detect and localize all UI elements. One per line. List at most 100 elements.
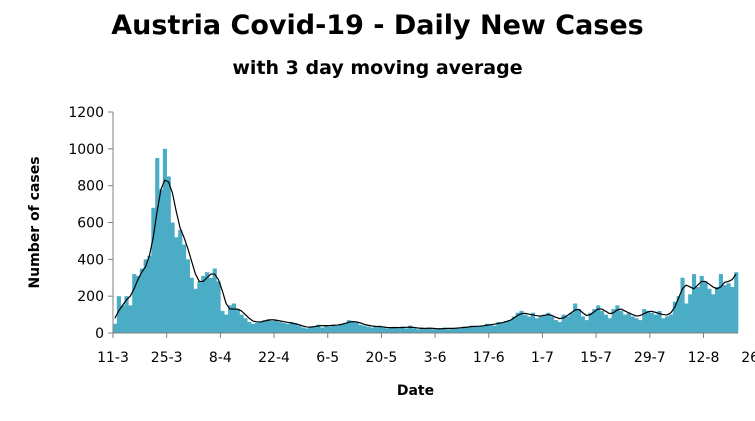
bar (442, 327, 447, 333)
bar (553, 320, 559, 333)
bar (527, 316, 532, 333)
bar (684, 303, 689, 333)
bar (285, 323, 290, 333)
bar (323, 325, 329, 333)
bar (235, 309, 240, 333)
bar (346, 320, 352, 333)
bar (688, 294, 693, 333)
bar (139, 268, 144, 333)
bar (496, 321, 501, 333)
chart-subtitle: with 3 day moving average (232, 57, 523, 79)
x-tick-label: 22-4 (258, 350, 290, 366)
bar (718, 274, 723, 333)
bar (557, 321, 562, 333)
bar (707, 288, 712, 333)
bar (350, 321, 355, 333)
x-tick-labels: 11-3 25-3 8-4 22-4 6-5 20-5 3-6 17-6 1-7 15-7 29-7… (97, 350, 755, 366)
bar (362, 325, 367, 333)
bar (680, 277, 685, 333)
bar (389, 327, 394, 333)
bar (626, 312, 631, 333)
bar (415, 329, 421, 333)
bar (366, 326, 371, 333)
bar (703, 281, 708, 333)
bar (297, 325, 302, 333)
bar (408, 325, 413, 333)
bar (584, 320, 589, 333)
bar (561, 314, 566, 333)
bar (170, 222, 175, 333)
bar (270, 321, 275, 333)
bar (580, 316, 585, 333)
bar (254, 322, 259, 333)
bar (136, 275, 141, 333)
bar (178, 229, 183, 333)
bar (619, 310, 624, 333)
bar (726, 283, 731, 333)
bar (251, 323, 256, 333)
x-tick-label: 26-8 (741, 350, 755, 366)
bar (300, 327, 306, 333)
bar (465, 327, 470, 333)
bar (124, 296, 129, 333)
bar (231, 303, 236, 333)
bar (630, 316, 635, 333)
bar (611, 309, 616, 333)
bar (695, 286, 700, 333)
x-tick-label: 29-7 (634, 350, 666, 366)
bar (404, 328, 409, 333)
bar (369, 327, 375, 333)
bar (373, 326, 378, 333)
bar (316, 324, 321, 333)
bar (569, 312, 574, 333)
bar (427, 327, 432, 333)
x-tick-label: 20-5 (366, 350, 398, 366)
bar (162, 148, 167, 333)
bar (185, 259, 190, 333)
bar (461, 326, 467, 333)
bar (228, 305, 233, 334)
bar (722, 285, 727, 333)
bar (546, 312, 551, 333)
bar (642, 309, 647, 333)
bar (327, 326, 332, 333)
bar (484, 323, 490, 333)
bar (615, 305, 620, 334)
bar (653, 314, 658, 333)
bar (281, 322, 286, 333)
bar (446, 329, 451, 333)
bar (458, 328, 463, 333)
bar (412, 328, 417, 333)
y-tick-label: 600 (77, 216, 104, 232)
bar (668, 314, 674, 333)
bar (530, 312, 536, 333)
bar (431, 329, 436, 333)
x-tick-label: 11-3 (97, 350, 129, 366)
x-tick-label: 15-7 (580, 350, 612, 366)
bar (189, 277, 194, 333)
bar (274, 320, 279, 333)
bar (358, 324, 363, 333)
bar (224, 314, 229, 333)
bar (734, 272, 739, 333)
bar (588, 312, 593, 333)
bar (243, 318, 248, 333)
bar (423, 328, 428, 333)
bar (519, 310, 524, 333)
bar (714, 286, 720, 333)
y-tick-label: 0 (95, 326, 104, 342)
bar (128, 305, 133, 334)
bar (603, 314, 608, 333)
bar (193, 288, 198, 333)
moving-average-line (114, 179, 737, 330)
bar (711, 294, 716, 333)
bar (500, 322, 505, 333)
bar (201, 275, 206, 333)
bar (488, 324, 493, 333)
bar (293, 322, 298, 333)
bar (699, 275, 704, 333)
bar (262, 320, 267, 333)
bar (392, 327, 398, 333)
bar (377, 325, 382, 333)
bar (649, 312, 654, 333)
